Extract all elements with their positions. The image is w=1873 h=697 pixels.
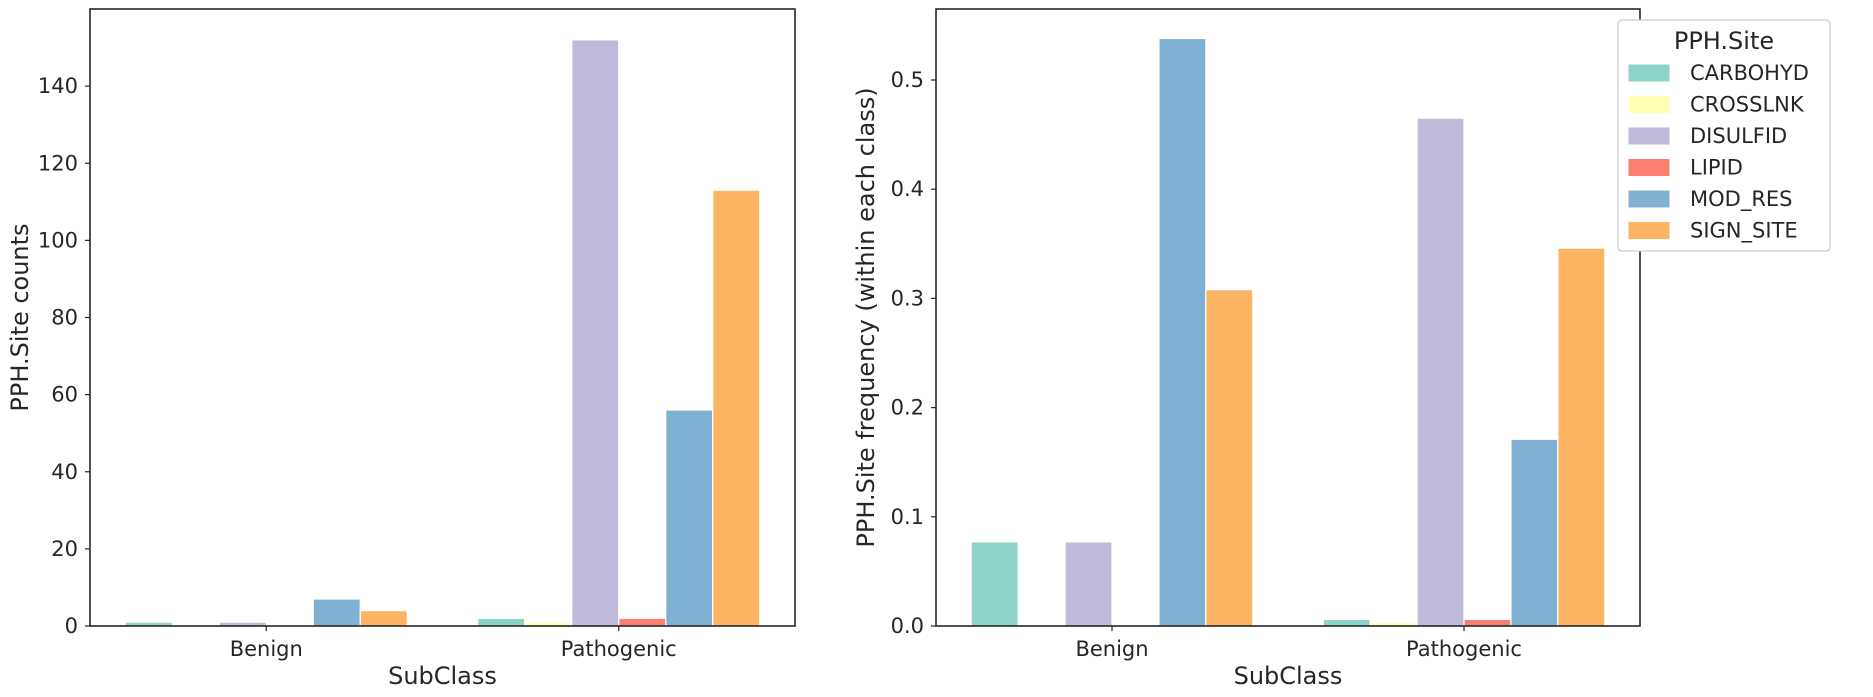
chart-frequency: 0.0 0.1 0.2 0.3 0.4 0.5 Benign Pathogenic SubCla… <box>852 8 1641 690</box>
bar-carbohyd-pathogenic <box>477 617 526 627</box>
bar-lipid-pathogenic <box>1463 618 1512 627</box>
legend: PPH.Site CARBOHYD CROSSLNK DISULFID LIPID MO… <box>1617 19 1831 252</box>
legend-swatch-sign-site <box>1627 221 1671 240</box>
legend-title: PPH.Site <box>1674 27 1774 55</box>
x-tick-label: Benign <box>230 637 303 661</box>
y-tick-label: 0.0 <box>891 614 924 638</box>
plot-frame <box>935 8 1641 627</box>
legend-swatch-disulfid <box>1627 126 1671 146</box>
legend-swatch-mod-res <box>1627 189 1671 209</box>
bar-mod-res-benign <box>312 598 361 627</box>
chart-counts: 0 20 40 60 80 100 120 140 Benign Pathogenic SubCla… <box>6 8 796 690</box>
bar-carbohyd-benign <box>970 541 1019 627</box>
y-tick-label: 0.3 <box>891 286 924 310</box>
x-tick-label: Benign <box>1075 637 1148 661</box>
bar-sign-site-pathogenic <box>712 189 761 627</box>
y-tick-label: 40 <box>51 460 78 484</box>
y-tick-label: 120 <box>38 151 78 175</box>
x-tick-label: Pathogenic <box>561 637 677 661</box>
legend-items: CARBOHYD CROSSLNK DISULFID LIPID MOD_RES SIGN… <box>1627 61 1809 244</box>
legend-label: DISULFID <box>1690 124 1787 148</box>
y-tick-label: 0 <box>65 614 78 638</box>
bar-lipid-pathogenic <box>618 617 667 627</box>
y-tick-label: 60 <box>51 383 78 407</box>
legend-swatch-lipid <box>1627 158 1671 177</box>
y-tick-label: 80 <box>51 306 78 330</box>
bar-sign-site-benign <box>1205 289 1254 627</box>
bar-disulfid-benign <box>1064 541 1113 627</box>
legend-swatch-crosslnk <box>1627 95 1671 114</box>
y-tick-label: 0.5 <box>891 68 924 92</box>
bar-disulfid-pathogenic <box>571 39 620 627</box>
y-axis-label: PPH.Site counts <box>6 223 34 411</box>
bar-sign-site-benign <box>359 609 408 627</box>
x-axis-label: SubClass <box>388 662 497 690</box>
bar-mod-res-pathogenic <box>1510 438 1559 627</box>
legend-frame <box>1617 19 1831 252</box>
legend-label: MOD_RES <box>1690 187 1793 212</box>
y-tick-label: 20 <box>51 537 78 561</box>
bar-mod-res-pathogenic <box>665 409 714 627</box>
bar-mod-res-benign <box>1158 37 1207 627</box>
x-tick-label: Pathogenic <box>1406 637 1522 661</box>
legend-label: LIPID <box>1690 156 1743 180</box>
y-tick-label: 100 <box>38 228 78 252</box>
y-tick-label: 140 <box>38 74 78 98</box>
y-axis-label: PPH.Site frequency (within each class) <box>852 87 880 547</box>
y-tick-label: 0.4 <box>891 177 924 201</box>
bar-disulfid-pathogenic <box>1416 117 1465 627</box>
bar-carbohyd-pathogenic <box>1322 618 1371 627</box>
legend-label: CARBOHYD <box>1690 61 1809 85</box>
x-axis-label: SubClass <box>1234 662 1343 690</box>
bar-sign-site-pathogenic <box>1557 247 1606 627</box>
legend-label: CROSSLNK <box>1690 93 1805 117</box>
legend-swatch-carbohyd <box>1627 63 1671 83</box>
y-tick-label: 0.2 <box>891 396 924 420</box>
legend-label: SIGN_SITE <box>1690 219 1798 244</box>
y-tick-label: 0.1 <box>891 505 924 529</box>
